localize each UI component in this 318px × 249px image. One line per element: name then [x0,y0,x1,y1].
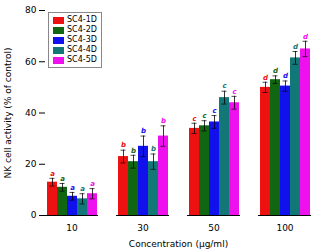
svg-text:d: d [263,73,269,81]
svg-text:d: d [283,72,289,80]
svg-text:80: 80 [25,5,37,15]
svg-text:d: d [293,43,299,51]
svg-text:10: 10 [66,223,78,233]
html-text:SC4-2D: SC4-2D [67,25,97,34]
svg-text:d: d [273,67,279,75]
svg-text:30: 30 [137,223,149,233]
svg-text:20: 20 [25,159,37,169]
svg-text:100: 100 [276,223,293,233]
svg-text:d: d [303,32,309,40]
svg-text:c: c [212,107,217,115]
svg-text:60: 60 [25,57,37,67]
svg-text:a: a [80,185,85,193]
svg-text:50: 50 [208,223,220,233]
svg-text:a: a [70,184,75,192]
svg-text:0: 0 [31,210,37,220]
svg-text:Concentration (μg/ml): Concentration (μg/ml) [129,239,228,249]
svg-text:b: b [121,141,126,149]
svg-text:NK cell activity (% of control: NK cell activity (% of control) [3,47,13,178]
svg-text:b: b [161,117,166,125]
svg-text:40: 40 [25,108,37,118]
svg-text:c: c [232,88,237,96]
html-text:SC4-4D: SC4-4D [67,45,97,54]
svg-text:a: a [60,175,65,183]
svg-text:a: a [90,180,95,188]
html-text:SC4-5D: SC4-5D [67,55,97,64]
html-text:SC4-1D: SC4-1D [67,15,97,24]
svg-text:b: b [151,145,156,153]
svg-text:b: b [141,127,146,135]
svg-text:c: c [192,114,197,122]
svg-text:a: a [50,170,55,178]
svg-text:c: c [202,112,207,120]
html-text:SC4-3D: SC4-3D [67,35,97,44]
svg-text:c: c [222,82,227,90]
svg-text:b: b [131,147,136,155]
